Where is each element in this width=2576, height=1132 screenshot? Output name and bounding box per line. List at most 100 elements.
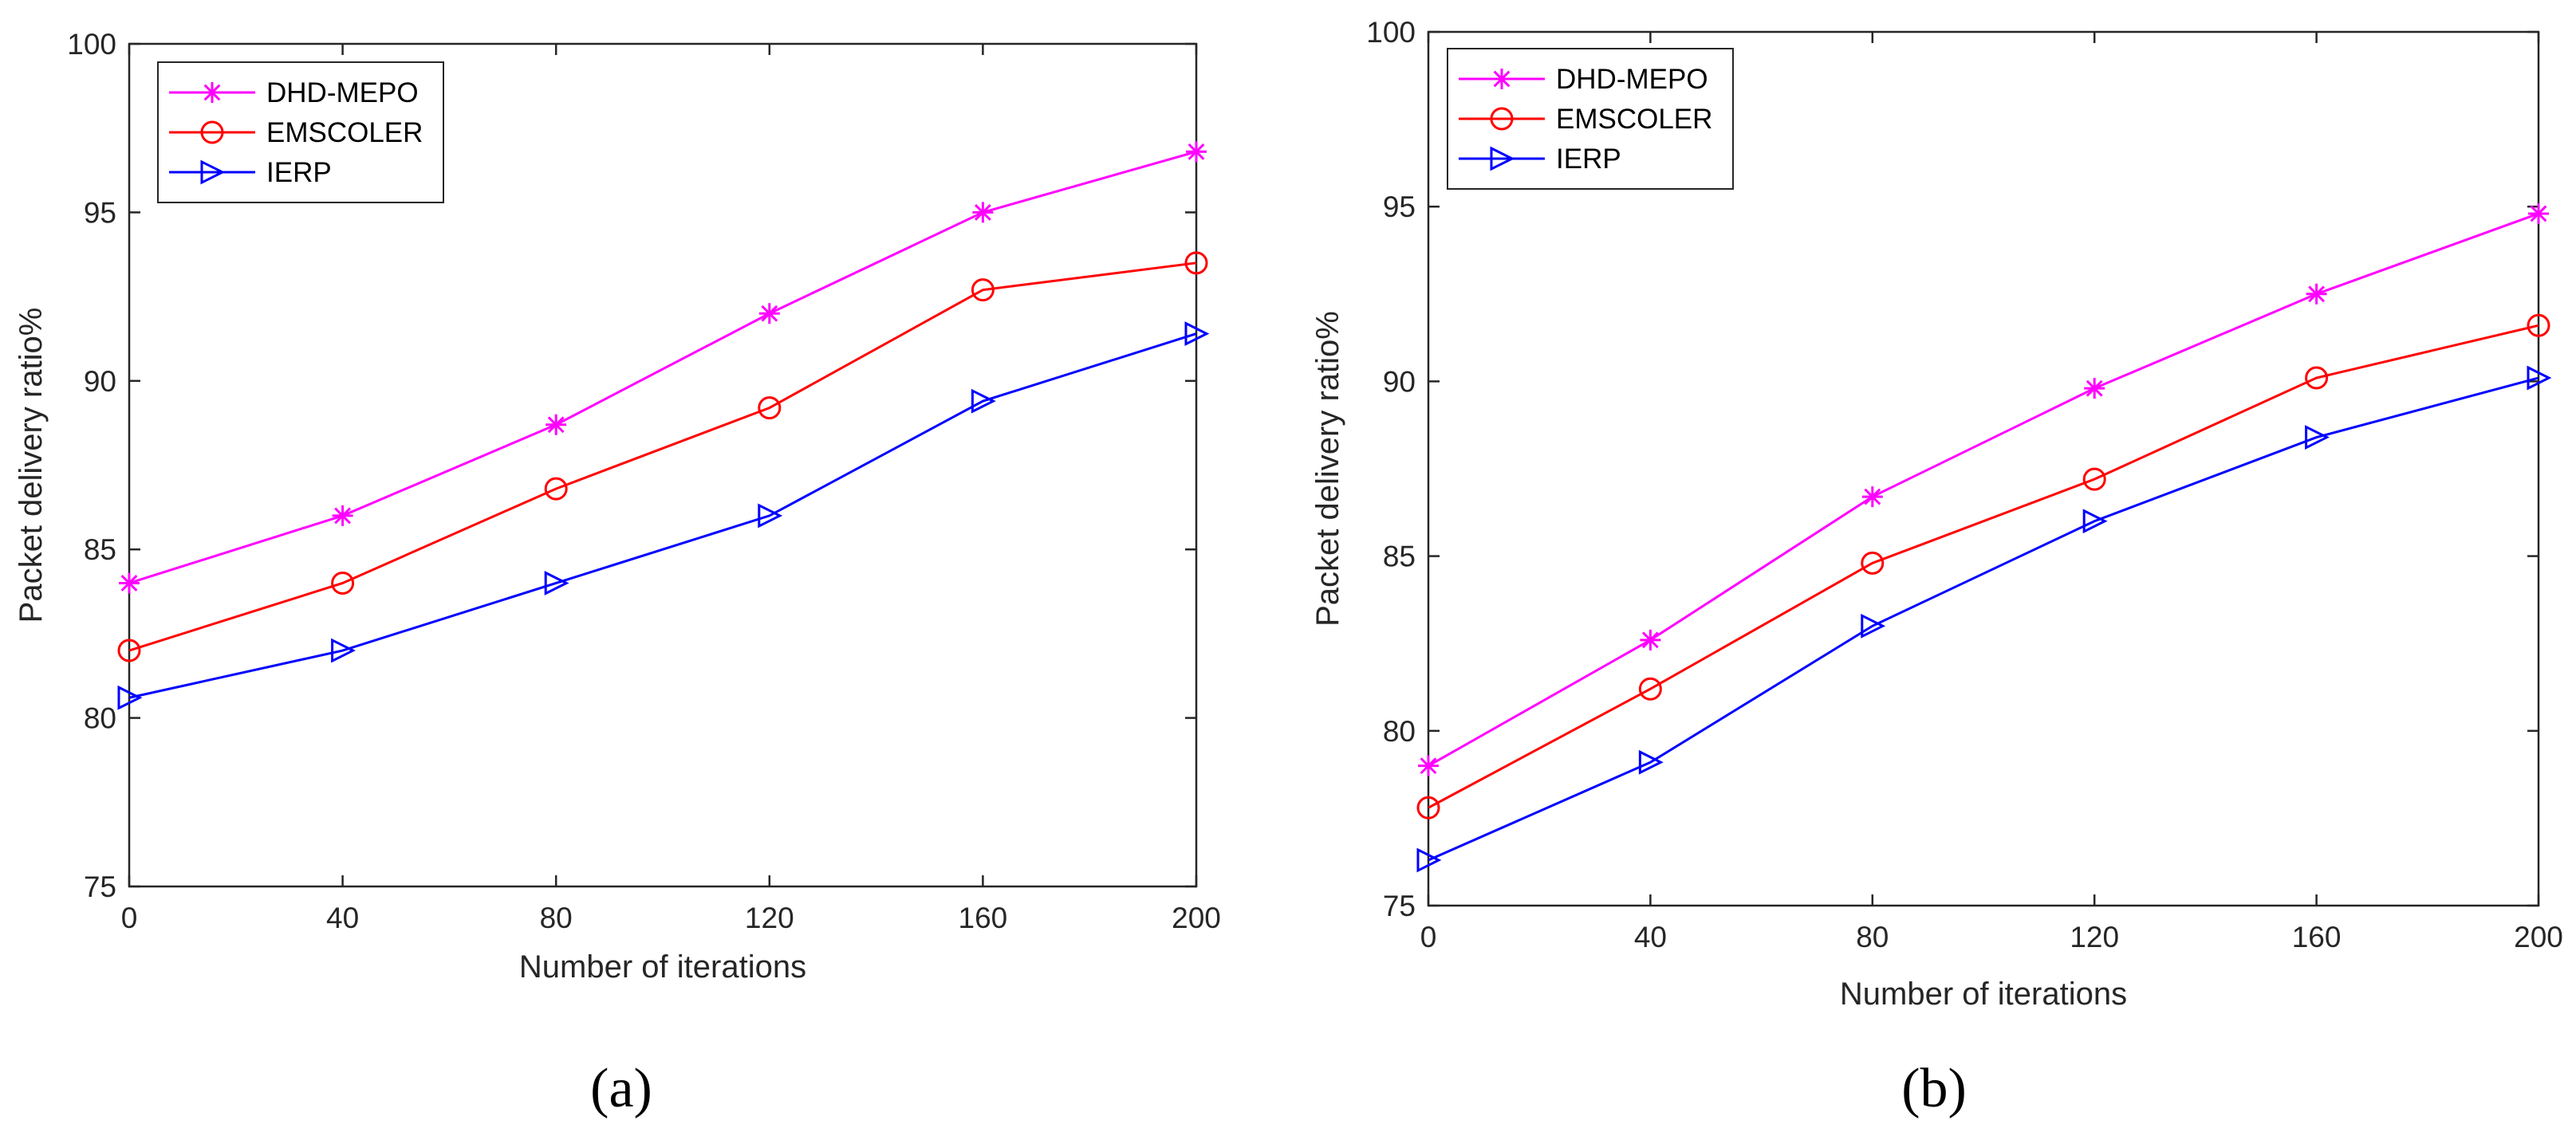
x-tick-label: 200	[2514, 921, 2563, 953]
data-point-marker	[2082, 509, 2108, 534]
x-tick-label: 40	[1634, 921, 1667, 953]
data-point-marker	[546, 414, 567, 435]
data-point-marker	[1186, 141, 1207, 163]
chart-panel-b: 0 40 80 120 160 200 75 80 85 90 95 100 Number of ite…	[1310, 16, 2563, 1119]
series-line	[128, 150, 1197, 584]
y-tick-label: 100	[1366, 16, 1416, 49]
x-tick-label: 200	[1172, 902, 1221, 934]
series-line	[1428, 376, 2539, 862]
data-point-marker	[1184, 251, 1208, 275]
legend-marker	[200, 159, 226, 185]
y-tick-label: 95	[84, 196, 116, 229]
x-tick-label: 160	[959, 902, 1008, 934]
y-tick-label: 75	[1383, 890, 1416, 922]
data-point-marker	[331, 638, 356, 663]
y-tick-label: 85	[1383, 540, 1416, 573]
legend-entry: DHD-MEPO	[1459, 64, 1708, 95]
data-point-marker	[758, 396, 782, 420]
data-point-marker	[544, 477, 568, 501]
x-tick-label: 160	[2292, 921, 2342, 953]
data-point-marker	[2528, 202, 2549, 224]
legend-label: EMSCOLER	[266, 117, 423, 148]
legend-entry: EMSCOLER	[169, 117, 423, 148]
data-point-marker	[2305, 366, 2329, 390]
data-point-marker	[1184, 321, 1210, 347]
data-point-marker	[117, 639, 141, 662]
x-tick-label: 80	[540, 902, 573, 934]
data-point-marker	[1861, 486, 1883, 508]
data-point-marker	[2082, 467, 2106, 491]
legend-label: DHD-MEPO	[1556, 64, 1708, 95]
legend-entry: IERP	[1459, 143, 1621, 175]
legend-marker	[1490, 107, 1514, 131]
y-tick-label: 80	[84, 702, 116, 735]
x-tick-label: 120	[2070, 921, 2119, 953]
data-point-marker	[331, 571, 355, 595]
data-point-marker	[971, 388, 996, 414]
legend-label: EMSCOLER	[1556, 104, 1712, 135]
data-point-marker	[1861, 551, 1885, 575]
panel-label: (a)	[590, 1058, 652, 1119]
data-point-marker	[1640, 629, 1661, 651]
x-axis-title: Number of iterations	[519, 949, 806, 985]
data-point-marker	[2084, 378, 2105, 399]
series-dhd-mepo	[119, 141, 1207, 594]
y-tick-label: 95	[1383, 191, 1416, 223]
y-tick-label: 90	[84, 365, 116, 398]
legend-label: IERP	[266, 157, 332, 188]
legend: DHD-MEPO EMSCOLER IERP	[1447, 48, 1734, 190]
series-line	[1428, 212, 2539, 767]
series-emscoler	[1416, 313, 2550, 820]
legend-marker	[1490, 146, 1515, 171]
series-line	[128, 261, 1197, 652]
series-line	[128, 332, 1197, 699]
legend-entry: IERP	[169, 157, 332, 188]
y-tick-label: 80	[1383, 715, 1416, 748]
y-axis-title: Packet delivery ratio%	[1310, 311, 1345, 627]
data-point-marker	[2527, 365, 2552, 391]
y-tick-label: 75	[84, 871, 116, 903]
legend-marker	[200, 120, 224, 144]
x-tick-label: 120	[745, 902, 794, 934]
legend-marker	[1491, 69, 1512, 89]
chart-panel-a: 0 40 80 120 160 200 75 80 85 90 95 100 Number of ite…	[14, 28, 1221, 1119]
legend: DHD-MEPO EMSCOLER IERP	[157, 61, 444, 203]
data-point-marker	[1418, 755, 1439, 776]
x-tick-label: 0	[1420, 921, 1437, 953]
y-tick-label: 85	[84, 533, 116, 566]
data-point-marker	[544, 571, 569, 595]
series-line	[1428, 324, 2539, 809]
data-point-marker	[332, 505, 353, 526]
data-point-marker	[1638, 677, 1662, 701]
data-point-marker	[758, 503, 783, 529]
data-point-marker	[1416, 847, 1442, 873]
series-dhd-mepo	[1418, 202, 2549, 776]
data-point-marker	[1416, 796, 1440, 820]
y-tick-label: 90	[1383, 365, 1416, 398]
legend-label: DHD-MEPO	[266, 77, 419, 108]
data-point-marker	[2305, 425, 2330, 450]
data-point-marker	[1638, 749, 1664, 775]
legend-marker	[202, 82, 223, 103]
series-emscoler	[117, 251, 1208, 662]
data-point-marker	[1861, 613, 1886, 639]
legend-entry: EMSCOLER	[1459, 104, 1712, 135]
x-axis-title: Number of iterations	[1840, 977, 2127, 1012]
x-tick-label: 80	[1856, 921, 1889, 953]
y-tick-label: 100	[67, 28, 116, 61]
data-point-marker	[2527, 313, 2550, 337]
data-point-marker	[119, 572, 140, 594]
data-point-marker	[972, 202, 994, 223]
panel-label: (b)	[1901, 1058, 1967, 1119]
x-tick-label: 0	[121, 902, 138, 934]
data-point-marker	[758, 303, 780, 324]
legend-entry: DHD-MEPO	[169, 77, 419, 108]
data-point-marker	[2306, 283, 2327, 305]
data-point-marker	[117, 685, 143, 710]
series-ierp	[117, 321, 1210, 710]
legend-label: IERP	[1556, 143, 1621, 175]
series-ierp	[1416, 365, 2552, 873]
data-point-marker	[971, 278, 995, 302]
x-tick-label: 40	[326, 902, 359, 934]
